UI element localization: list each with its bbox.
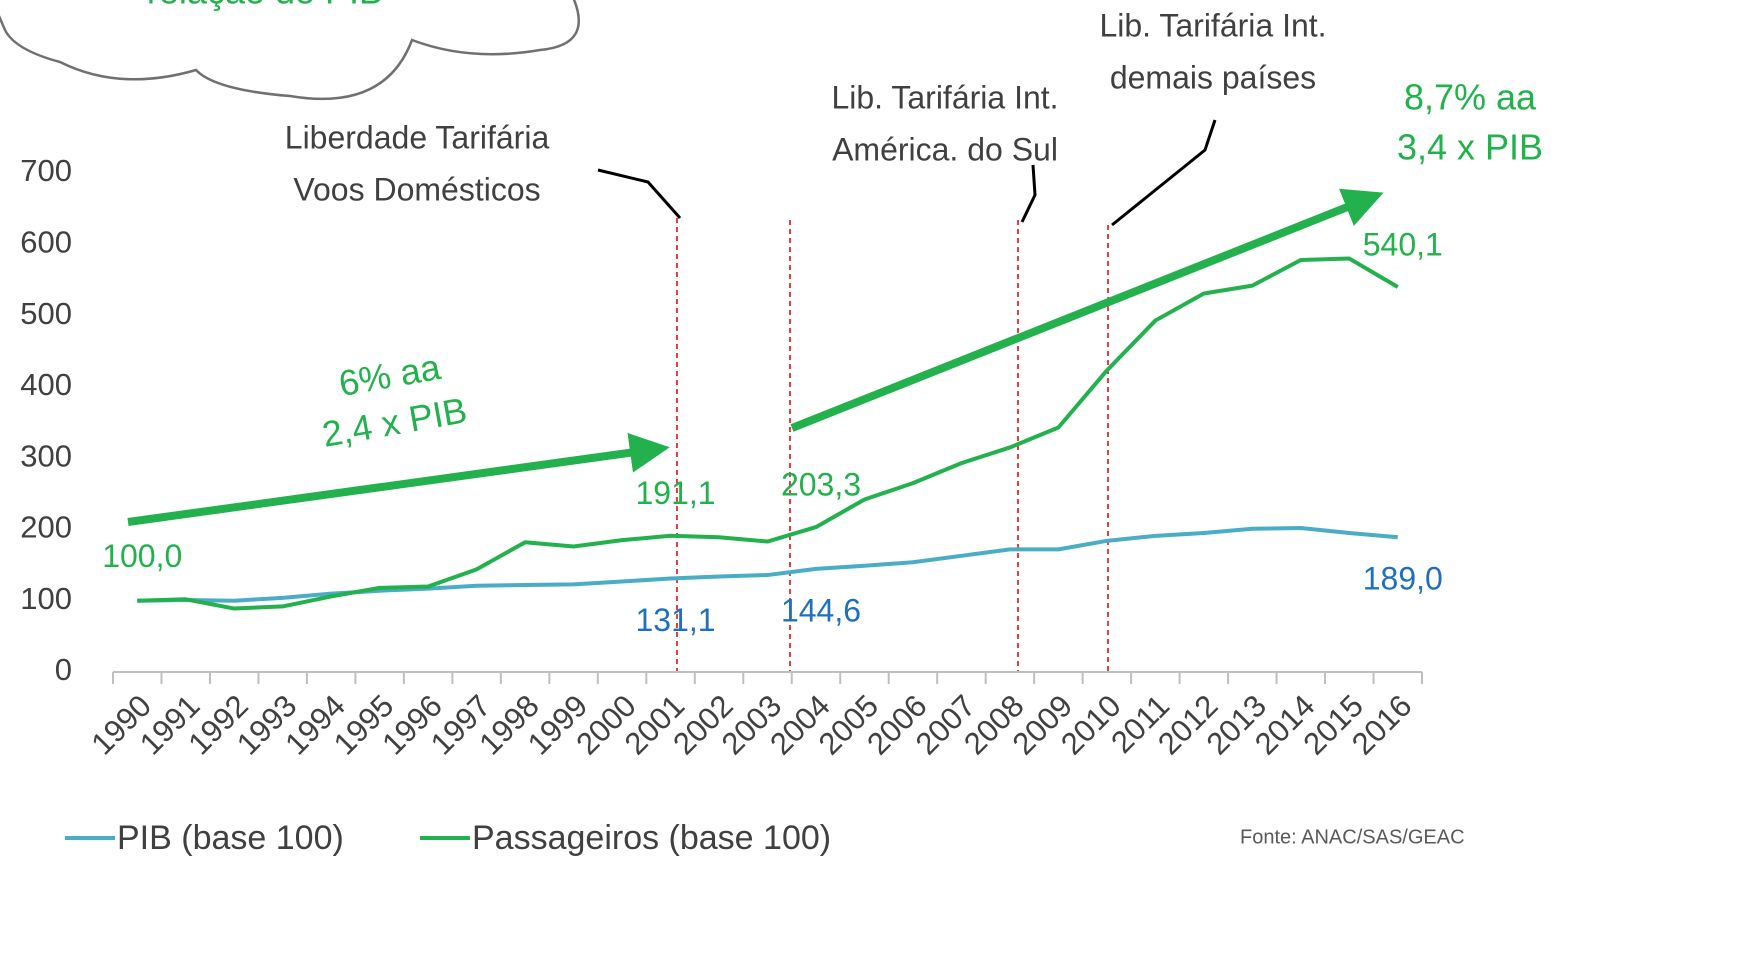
- annotation: Lib. Tarifária Int.: [1099, 7, 1326, 43]
- annotation: Voos Domésticos: [293, 171, 540, 207]
- y-tick-label: 300: [20, 438, 72, 473]
- y-tick-label: 400: [20, 367, 72, 402]
- annotation: Lib. Tarifária Int.: [831, 79, 1058, 115]
- cloud-text: relação do PIB: [147, 0, 383, 12]
- source: Fonte: ANAC/SAS/GEAC: [1240, 826, 1465, 848]
- leader-line: [1111, 119, 1217, 227]
- y-tick-label: 500: [20, 296, 72, 331]
- series-line: [137, 256, 1399, 611]
- trend-arrow: [127, 432, 670, 526]
- data-label: 131,1: [635, 602, 715, 638]
- annotation: 3,4 x PIB: [1397, 127, 1543, 168]
- y-tick-label: 200: [20, 510, 72, 545]
- trend-arrow: [790, 188, 1384, 432]
- data-label: 203,3: [781, 467, 861, 503]
- data-label: 189,0: [1363, 561, 1443, 597]
- y-tick-label: 600: [20, 224, 72, 259]
- data-label: 100,0: [102, 538, 182, 574]
- annotation: América. do Sul: [832, 131, 1058, 167]
- leader-line: [597, 168, 682, 219]
- data-label: 144,6: [781, 592, 861, 628]
- data-label: 191,1: [635, 475, 715, 511]
- series-line: [137, 526, 1398, 603]
- y-tick-label: 0: [55, 652, 72, 687]
- annotation: demais países: [1110, 59, 1316, 95]
- data-label: 540,1: [1363, 226, 1443, 262]
- leader-line: [1020, 164, 1037, 223]
- legend-label: PIB (base 100): [117, 819, 344, 857]
- y-tick-label: 700: [20, 153, 72, 188]
- annotation: 8,7% aa: [1404, 77, 1537, 118]
- y-tick-label: 100: [20, 581, 72, 616]
- legend-label: Passageiros (base 100): [472, 819, 831, 857]
- cloud: [0, 0, 581, 101]
- annotation: Liberdade Tarifária: [285, 119, 550, 155]
